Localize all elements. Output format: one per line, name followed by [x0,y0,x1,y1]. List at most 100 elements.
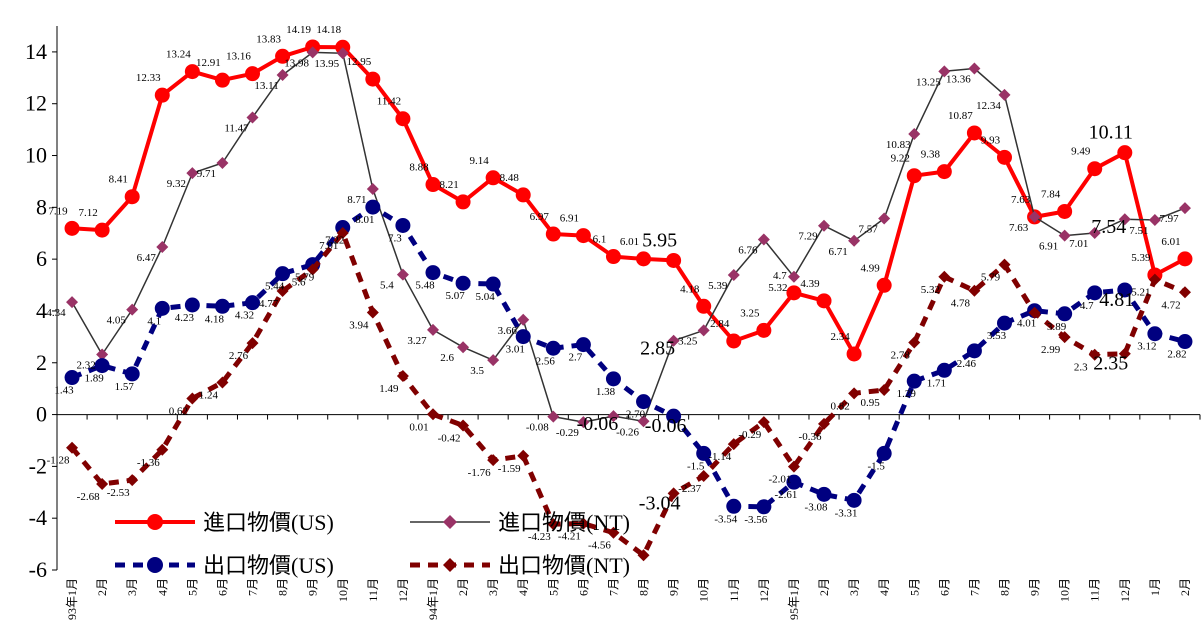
x-tick-label: 9月 [306,578,320,596]
legend-label: 進口物價(NT) [498,510,630,535]
data-label: 7.51 [1129,225,1148,237]
legend-marker [147,514,163,530]
data-label: 9.49 [1071,146,1091,158]
data-point [366,306,379,319]
data-point [938,65,951,78]
x-tick-label: 2月 [95,578,109,596]
data-label: 8.41 [109,174,128,186]
legend-label: 出口物價(US) [203,553,334,578]
data-label: 6.76 [738,244,758,256]
data-point [547,518,560,531]
data-label: 9.14 [470,155,490,167]
y-tick-label: -6 [29,557,47,582]
data-label: 2.85 [640,338,675,360]
data-point [396,369,409,382]
y-tick-label: 0 [36,402,47,427]
data-label: 6.97 [530,211,550,223]
data-label: 2.7 [569,352,583,364]
data-point [396,268,409,281]
data-label: 5.48 [415,280,435,292]
data-point [487,454,500,467]
data-label: 7.22 [325,235,344,247]
data-point [66,296,79,309]
x-tick-label: 11月 [727,578,741,602]
data-point [756,499,772,515]
data-label: -0.06 [577,413,619,435]
data-point [94,222,110,238]
legend-item-3: 出口物價(NT) [410,553,630,578]
y-tick-label: 4 [36,298,47,323]
data-point [96,348,109,361]
data-point [605,371,621,387]
data-point [787,460,800,473]
data-point [607,410,620,423]
y-tick-label: 6 [36,246,47,271]
data-label: -1.28 [47,455,70,467]
data-point [1058,229,1071,242]
data-label: 2.82 [1167,349,1186,361]
data-label: -2.68 [77,491,100,503]
data-point [216,376,229,389]
series-3 [66,226,1191,562]
data-label: 5.32 [768,282,787,294]
data-label: 7.97 [1159,213,1179,225]
x-tick-label: 5月 [185,578,199,596]
data-point [876,445,892,461]
data-label: 5.79 [981,272,1001,284]
data-point [154,300,170,316]
data-point [457,341,470,354]
data-label: -0.29 [738,429,761,441]
x-tick-label: 9月 [667,578,681,596]
x-tick-label: 8月 [637,578,651,596]
data-label: 5.32 [921,284,940,296]
data-point [485,170,501,186]
data-point [245,66,261,82]
data-point [186,167,199,180]
data-label: 13.98 [284,57,309,69]
data-point [366,182,379,195]
data-label: -3.54 [714,513,737,525]
data-point [545,226,561,242]
data-labels: 7.19 7.12 8.41 12.33 13.24 12.91 13.16 13.83 14.… [46,24,1186,552]
x-tick-label: 3月 [847,578,861,596]
data-point [336,47,349,60]
data-point [726,333,742,349]
data-label: 2.34 [830,331,850,343]
data-point [938,270,951,283]
series-layer [64,39,1193,562]
data-label: 5.6 [292,277,306,289]
data-label: 1.49 [379,383,399,395]
data-point [605,249,621,265]
data-label: 10.83 [886,139,911,151]
data-label: 3.27 [407,335,427,347]
data-point [876,277,892,293]
data-point [485,276,501,292]
data-point [126,303,139,316]
legend-marker [443,558,457,572]
data-label: 2.32 [76,359,95,371]
data-point [426,408,439,421]
data-point [276,285,289,298]
data-label: 12.33 [136,72,161,84]
data-point [66,441,79,454]
data-point [395,217,411,233]
data-point [1178,202,1191,215]
data-point [1087,285,1103,301]
data-label: 7.84 [1041,188,1061,200]
x-tick-label: 3月 [486,578,500,596]
data-point [936,164,952,180]
data-point [156,443,169,456]
data-point [96,477,109,490]
data-point [908,128,921,141]
data-label: -0.36 [799,431,822,443]
data-label: 4.34 [46,307,66,319]
data-point [425,265,441,281]
data-label: 7.12 [78,207,97,219]
x-tick-label: 8月 [997,578,1011,596]
data-label: 7.01 [1069,238,1088,250]
data-label: -2.37 [678,483,701,495]
data-point [878,383,891,396]
x-tick-label: 10月 [336,578,350,602]
data-label: 4.81 [1099,289,1134,311]
data-label: -1.14 [708,451,731,463]
